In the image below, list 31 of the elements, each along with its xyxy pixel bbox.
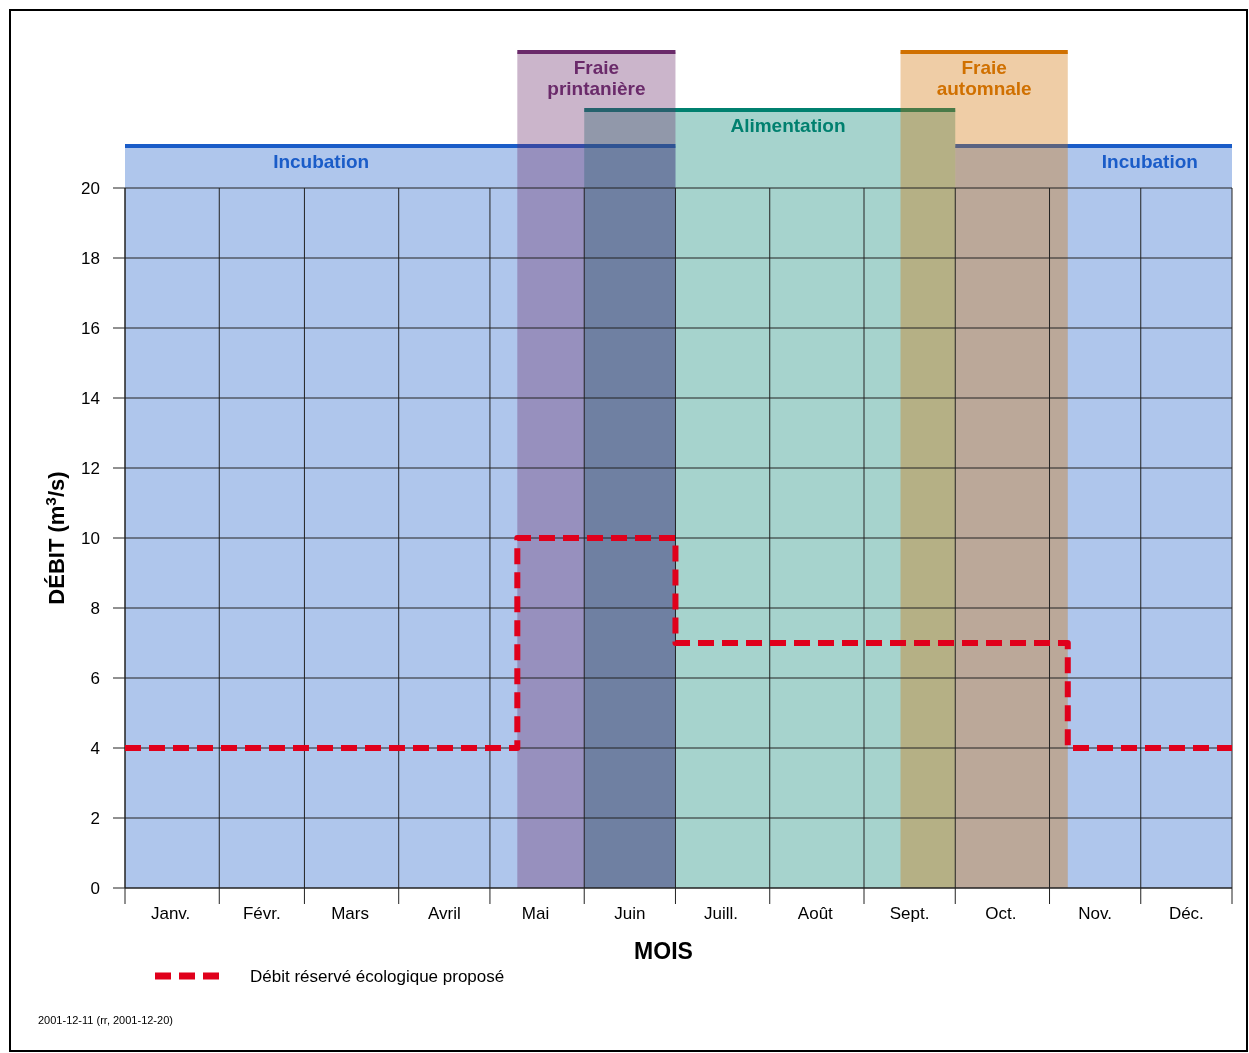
x-tick-label: Mai (521, 904, 550, 923)
x-tick-label: Juill. (704, 904, 739, 923)
y-tick-label: 16 (81, 319, 100, 338)
x-tick-label: Nov. (1078, 904, 1112, 923)
y-tick-label: 0 (90, 879, 100, 898)
band-label: Incubation (1101, 151, 1198, 172)
x-tick-label: Janv. (150, 904, 191, 923)
x-tick-label: Juin (614, 904, 646, 923)
band-label: Incubation (273, 151, 370, 172)
x-tick-label: Avril (427, 904, 461, 923)
x-tick-label: Mars (331, 904, 369, 923)
x-tick-label: Août (797, 904, 834, 923)
band-label: Fraie printanière (547, 57, 646, 99)
y-tick-label: 4 (90, 739, 100, 758)
legend-label: Débit réservé écologique proposé (250, 967, 505, 986)
band-label: Alimentation (730, 115, 846, 136)
x-tick-label: Déc. (1168, 904, 1204, 923)
y-tick-label: 2 (90, 809, 100, 828)
x-tick-label: Oct. (985, 904, 1017, 923)
text: 2001-12-11 (rr, 2001-12-20) (38, 1014, 173, 1026)
y-tick-label: 8 (90, 599, 100, 618)
x-tick-label: Févr. (242, 904, 281, 923)
y-tick-label: 20 (81, 179, 100, 198)
y-tick-label: 14 (81, 389, 100, 408)
y-tick-label: 6 (90, 669, 100, 688)
y-tick-label: 12 (81, 459, 100, 478)
band-label: Fraie automnale (936, 57, 1032, 99)
x-axis-title: MOIS (634, 938, 693, 964)
y-tick-label: 18 (81, 249, 100, 268)
y-tick-label: 10 (81, 529, 100, 548)
x-tick-label: Sept. (889, 904, 930, 923)
